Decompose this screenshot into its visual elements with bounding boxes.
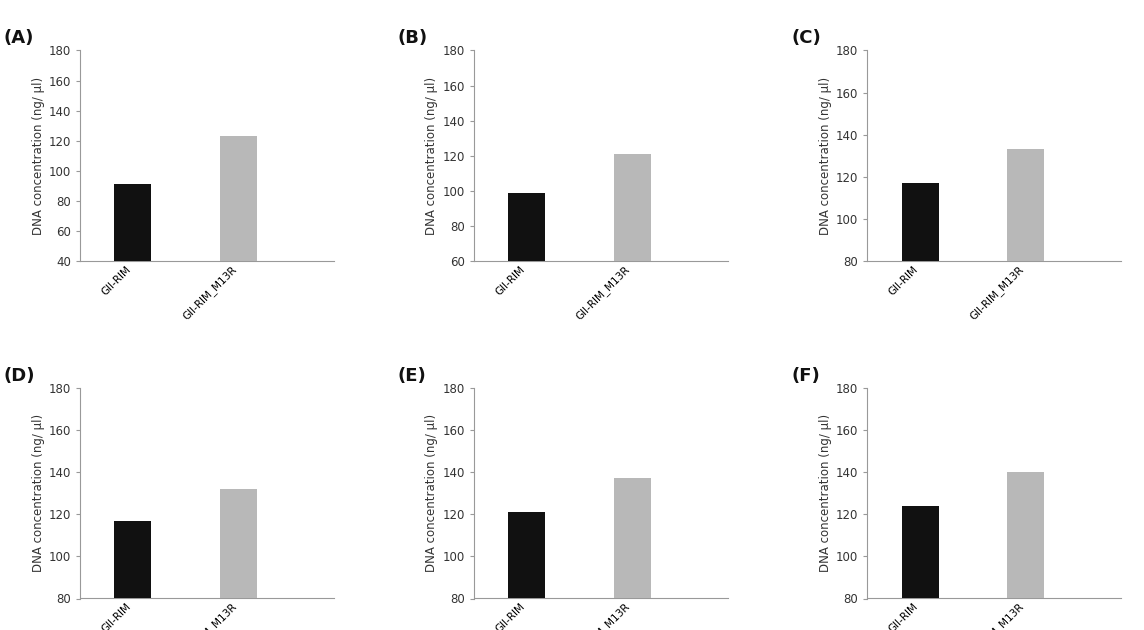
Y-axis label: DNA concentration (ng/ μl): DNA concentration (ng/ μl)	[819, 414, 832, 572]
Bar	[508, 512, 545, 630]
Bar	[114, 185, 151, 321]
Text: (A): (A)	[3, 30, 34, 47]
Bar	[1008, 472, 1044, 630]
Bar	[221, 136, 257, 321]
Y-axis label: DNA concentration (ng/ μl): DNA concentration (ng/ μl)	[426, 414, 438, 572]
Bar	[221, 489, 257, 630]
Bar	[114, 520, 151, 630]
Y-axis label: DNA concentration (ng/ μl): DNA concentration (ng/ μl)	[32, 414, 45, 572]
Y-axis label: DNA concentration (ng/ μl): DNA concentration (ng/ μl)	[426, 77, 438, 235]
Y-axis label: DNA concentration (ng/ μl): DNA concentration (ng/ μl)	[819, 77, 832, 235]
Bar	[1008, 149, 1044, 430]
Bar	[901, 506, 938, 630]
Y-axis label: DNA concentration (ng/ μl): DNA concentration (ng/ μl)	[32, 77, 45, 235]
Text: (D): (D)	[3, 367, 35, 384]
Text: (B): (B)	[397, 30, 428, 47]
Bar	[901, 183, 938, 430]
Text: (C): (C)	[791, 30, 820, 47]
Bar	[614, 154, 651, 367]
Bar	[508, 193, 545, 367]
Bar	[614, 478, 651, 630]
Text: (E): (E)	[397, 367, 427, 384]
Text: (F): (F)	[791, 367, 820, 384]
